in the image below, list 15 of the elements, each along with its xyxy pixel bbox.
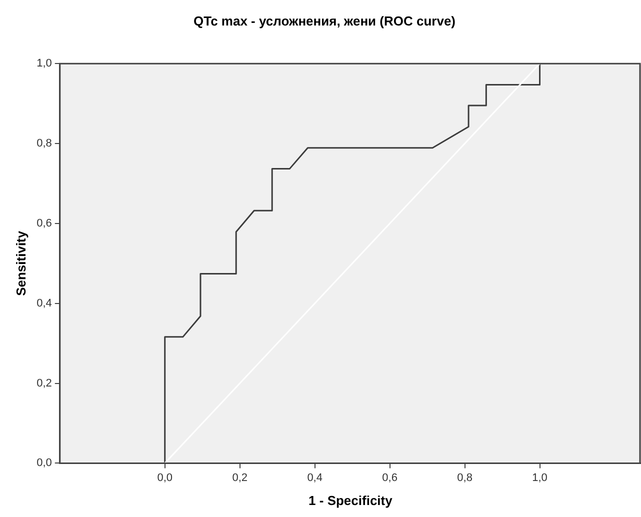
y-tick-label: 0,0 [36,457,52,470]
chart-title: QTc max - усложнения, жени (ROC curve) [193,13,456,28]
x-tick-label: 0,0 [157,472,173,484]
y-tick-label: 0,4 [36,297,52,310]
x-tick-label: 0,6 [382,472,398,484]
y-tick-label: 0,6 [36,217,52,230]
y-axis-title: Sensitivity [13,230,28,296]
y-tick-label: 0,2 [36,377,52,390]
y-tick-label: 1,0 [36,58,52,70]
x-tick-label: 1,0 [532,472,548,484]
x-tick-label: 0,2 [232,472,248,484]
y-tick-label: 0,8 [36,138,52,150]
x-tick-label: 0,8 [457,472,472,484]
x-axis-title: 1 - Specificity [308,492,394,508]
x-tick-label: 0,4 [307,472,322,484]
